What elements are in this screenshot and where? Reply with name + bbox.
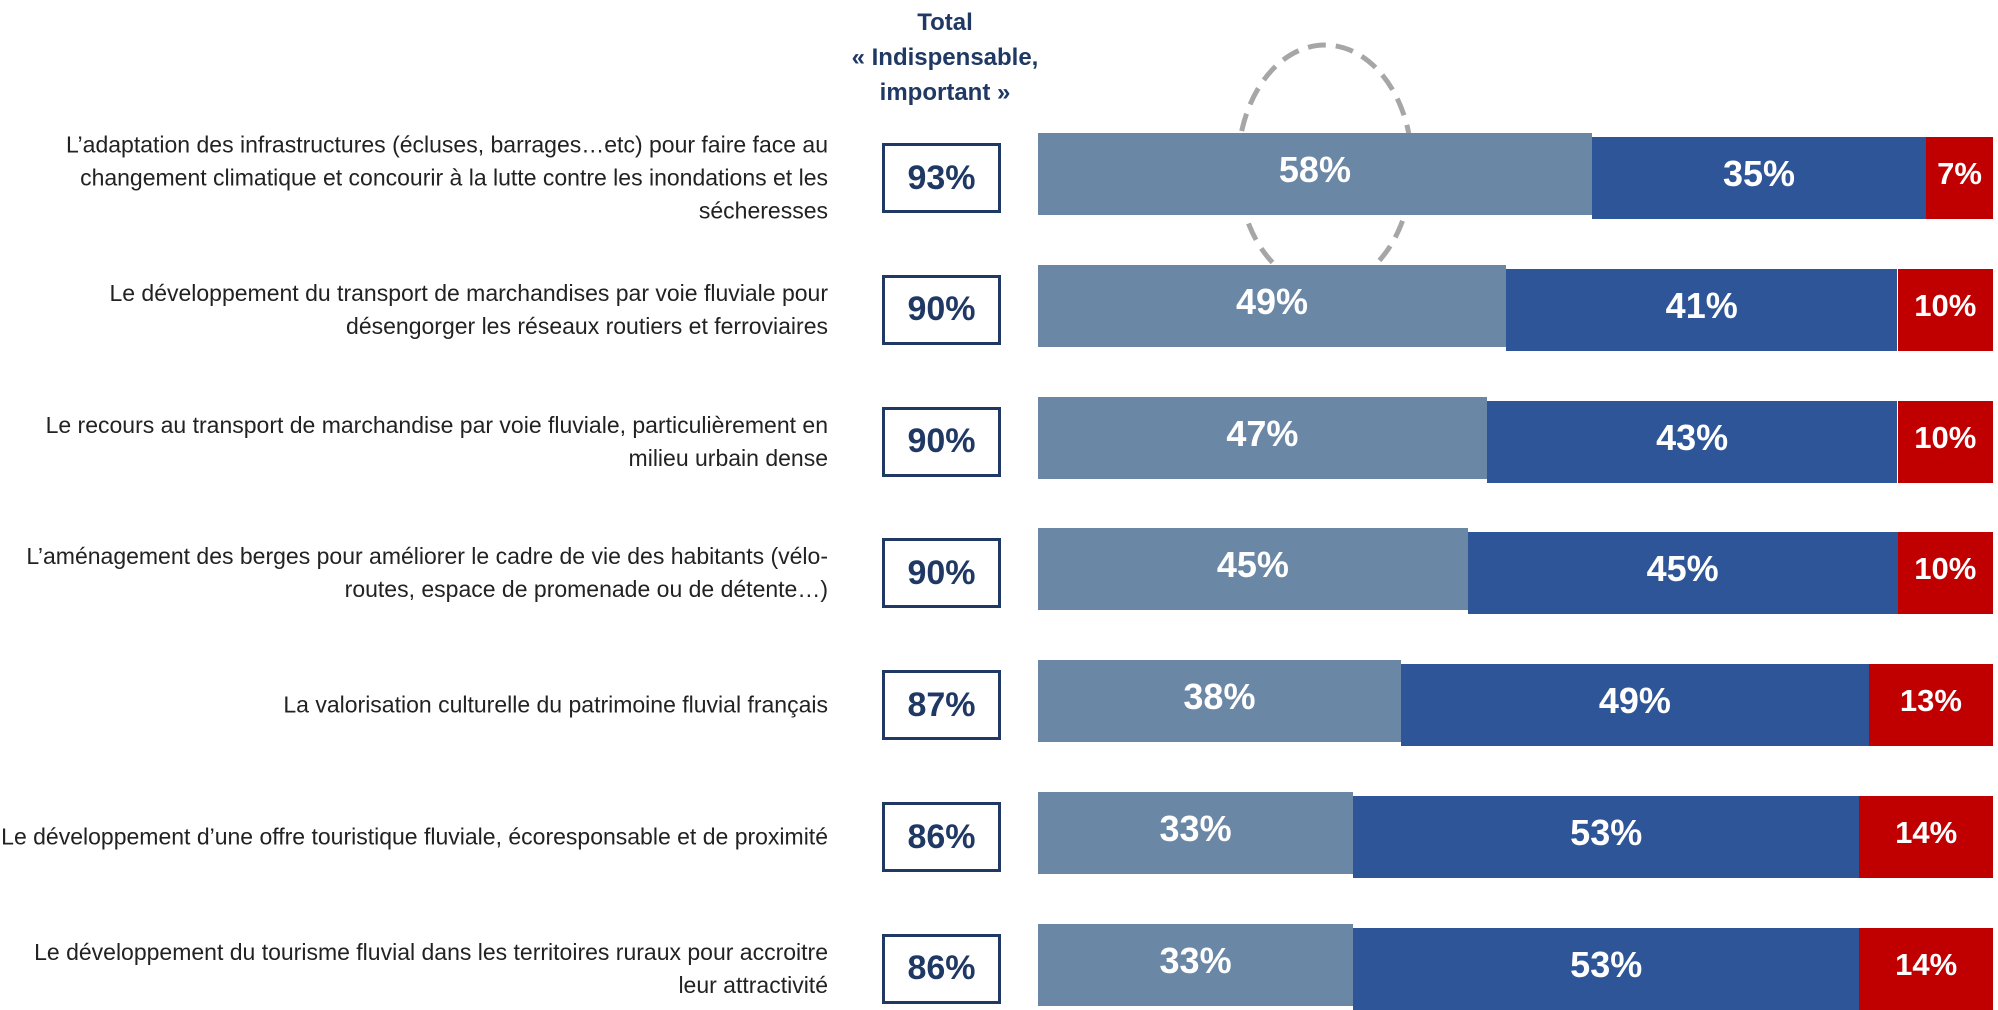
bar-segment: 10% [1897,268,1993,351]
bar-segment: 45% [1467,532,1898,615]
total-header: important » [879,79,1011,106]
total-box: 90% [882,538,1001,609]
category-label: La valorisation culturelle du patrimoine… [283,691,828,718]
value-label: 10% [1914,287,1977,323]
value-label: 47% [1226,412,1299,454]
total-box: 86% [882,802,1001,872]
bar-segment: 45% [1038,528,1468,611]
category-label: L’aménagement des berges pour améliorer … [26,543,828,603]
category-label: Le développement d’une offre touristique… [1,823,828,850]
value-label: 43% [1656,416,1729,458]
value-label: 38% [1183,676,1256,718]
value-label: 13% [1899,683,1962,719]
bar-segment: 49% [1038,264,1506,347]
value-label: 53% [1570,812,1643,853]
bar-segment: 35% [1591,137,1927,219]
bar-segment: 58% [1038,133,1592,215]
total-box: 87% [882,670,1001,741]
value-label: 10% [1914,419,1977,455]
bar-segment: 14% [1859,796,1993,878]
value-label: 45% [1216,544,1289,586]
bar-segment: 10% [1897,532,1993,615]
total-box: 86% [882,933,1001,1004]
value-label: 10% [1914,551,1977,587]
category-label: L’adaptation des infrastructures (écluse… [66,131,828,224]
total-header: Total [917,9,973,36]
bar-segment: 33% [1038,923,1354,1006]
value-label: 33% [1159,939,1232,981]
bar-segment: 14% [1859,927,1993,1010]
value-label: 35% [1722,153,1796,194]
category-label: Le recours au transport de marchandise p… [45,411,828,471]
value-label: 33% [1159,808,1232,849]
category-label: Le développement du tourisme fluvial dan… [34,938,828,998]
value-label: 7% [1937,156,1982,191]
value-label: 45% [1646,548,1719,590]
bar-segment: 49% [1400,664,1869,747]
value-label: 53% [1570,943,1643,985]
bar-segment: 13% [1868,664,1993,747]
total-box: 93% [882,143,1001,213]
value-label: 49% [1235,280,1308,322]
value-label: 14% [1895,946,1958,982]
bar-segment: 43% [1486,400,1898,483]
total-header: « Indispensable, [851,44,1039,71]
bar-segment: 53% [1353,927,1860,1010]
bar-segment: 33% [1038,792,1354,874]
bar-segment: 41% [1505,268,1898,351]
bar-segment: 7% [1926,137,1993,219]
total-box: 90% [882,406,1001,477]
bar-segment: 38% [1038,660,1401,743]
total-box: 90% [882,274,1001,345]
bar-segment: 47% [1038,396,1487,479]
bar-segment: 10% [1897,400,1993,483]
value-label: 58% [1278,149,1351,190]
category-label: Le développement du transport de marchan… [109,279,828,339]
value-label: 41% [1665,284,1738,326]
bar-segment: 53% [1353,796,1860,878]
value-label: 14% [1895,815,1958,850]
value-label: 49% [1598,680,1671,722]
